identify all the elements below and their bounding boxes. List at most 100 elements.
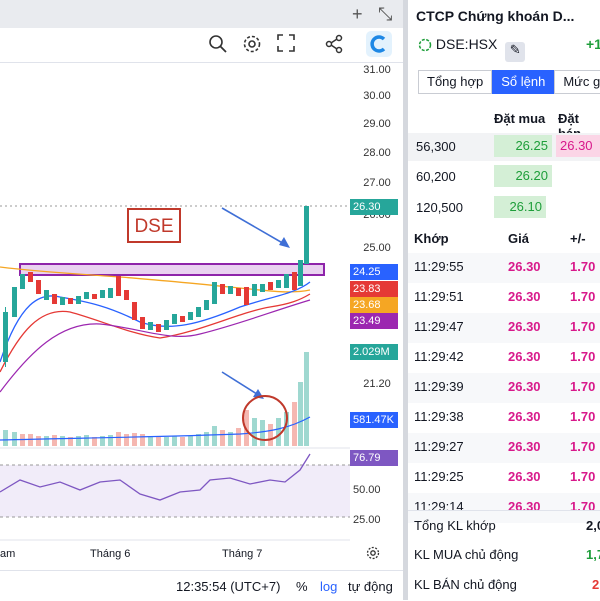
bid-price: 26.25 bbox=[494, 135, 552, 157]
settings-icon[interactable] bbox=[366, 546, 380, 565]
ma-blue bbox=[0, 281, 311, 363]
summary-value: 1,7 bbox=[586, 547, 600, 562]
summary-row: KL BÁN chủ động 2 bbox=[408, 570, 600, 600]
summary-value: 2,0 bbox=[586, 518, 600, 533]
price-tag: 23.68 bbox=[350, 297, 398, 313]
trade-change: 1.70 bbox=[570, 319, 596, 334]
trade-time: 11:29:39 bbox=[414, 379, 464, 394]
trade-row: 11:29:27 26.30 1.70 bbox=[408, 433, 600, 463]
details-panel: CTCP Chứng khoán D... DSE:HSX ✎ +1 Tổng … bbox=[408, 0, 600, 600]
zoom-icon[interactable] bbox=[208, 34, 228, 59]
price-chart bbox=[0, 205, 350, 541]
chart-area[interactable]: 31.00 30.00 29.00 28.00 27.00 26.00 25.0… bbox=[0, 62, 403, 600]
orderbook-row: 56,300 26.25 26.30 bbox=[408, 133, 600, 161]
trade-row: 11:29:51 26.30 1.70 bbox=[408, 283, 600, 313]
price-tag: 23.83 bbox=[350, 281, 398, 297]
trade-row: 11:29:39 26.30 1.70 bbox=[408, 373, 600, 403]
price-col-header: Giá bbox=[508, 231, 529, 246]
summary-value: 2 bbox=[592, 577, 600, 592]
trade-price: 26.30 bbox=[508, 379, 541, 394]
trade-time: 11:29:47 bbox=[414, 319, 464, 334]
last-price-tag: 26.30 bbox=[350, 199, 398, 215]
trade-time: 11:29:55 bbox=[414, 259, 464, 274]
rsi-tick: 50.00 bbox=[353, 484, 381, 496]
status-icon bbox=[418, 38, 432, 55]
trade-price: 26.30 bbox=[508, 259, 541, 274]
bid-volume: 120,500 bbox=[416, 200, 463, 215]
expand-icon[interactable]: ⤡ bbox=[378, 4, 393, 24]
log-toggle[interactable]: log bbox=[320, 579, 338, 594]
symbol-annotation: DSE bbox=[127, 208, 181, 243]
price-tick: 28.00 bbox=[363, 147, 391, 159]
price-tick: 31.00 bbox=[363, 64, 391, 76]
trade-row: 11:29:25 26.30 1.70 bbox=[408, 463, 600, 493]
summary-label: KL BÁN chủ động bbox=[414, 577, 517, 592]
symbol-row: DSE:HSX ✎ +1 bbox=[418, 36, 600, 62]
fullscreen-icon[interactable] bbox=[277, 34, 295, 57]
trade-row: 11:29:42 26.30 1.70 bbox=[408, 343, 600, 373]
ma-purple bbox=[0, 299, 311, 393]
orderbook-row: 120,500 26.10 bbox=[408, 194, 600, 222]
time-label: Tháng 7 bbox=[222, 548, 263, 560]
trade-time: 11:29:42 bbox=[414, 349, 464, 364]
trade-price: 26.30 bbox=[508, 469, 541, 484]
bid-header: Đặt mua bbox=[494, 111, 546, 126]
c-logo-icon[interactable] bbox=[366, 31, 392, 62]
orderbook-row: 60,200 26.20 bbox=[408, 163, 600, 191]
summary-row: Tổng KL khớp 2,0 bbox=[408, 510, 600, 541]
chart-toolbar bbox=[0, 28, 403, 63]
panel-divider[interactable] bbox=[403, 0, 408, 600]
bid-price: 26.20 bbox=[494, 165, 552, 187]
change-value: +1 bbox=[586, 36, 600, 52]
trade-change: 1.70 bbox=[570, 409, 596, 424]
chart-bottom-bar: 12:35:54 (UTC+7) % log tự động bbox=[0, 570, 403, 601]
trade-change: 1.70 bbox=[570, 469, 596, 484]
time-label: Tháng 6 bbox=[90, 548, 131, 560]
summary-label: KL MUA chủ động bbox=[414, 547, 519, 562]
trade-change: 1.70 bbox=[570, 349, 596, 364]
trade-time: 11:29:25 bbox=[414, 469, 464, 484]
tab-summary[interactable]: Tổng hợp bbox=[418, 70, 493, 94]
bid-volume: 60,200 bbox=[416, 169, 456, 184]
tab-strip: + ⤡ bbox=[0, 0, 403, 28]
rsi-tick: 25.00 bbox=[353, 514, 381, 526]
trade-change: 1.70 bbox=[570, 379, 596, 394]
change-col-header: +/- bbox=[570, 231, 586, 246]
bid-price: 26.10 bbox=[494, 196, 546, 218]
add-tab-button[interactable]: + bbox=[352, 4, 363, 24]
trade-price: 26.30 bbox=[508, 409, 541, 424]
price-tick: 27.00 bbox=[363, 177, 391, 189]
trade-price: 26.30 bbox=[508, 349, 541, 364]
price-tick: 21.20 bbox=[363, 378, 391, 390]
gear-icon[interactable] bbox=[242, 34, 262, 59]
volume-tag: 2.029M bbox=[350, 344, 398, 360]
company-name: CTCP Chứng khoán D... bbox=[416, 8, 575, 24]
trade-price: 26.30 bbox=[508, 319, 541, 334]
ma-red bbox=[0, 293, 311, 373]
trade-price: 26.30 bbox=[508, 439, 541, 454]
trade-row: 11:29:47 26.30 1.70 bbox=[408, 313, 600, 343]
share-icon[interactable] bbox=[324, 34, 344, 59]
time-label: am bbox=[0, 548, 16, 560]
clock-label: 12:35:54 (UTC+7) bbox=[176, 579, 281, 594]
trade-change: 1.70 bbox=[570, 289, 596, 304]
trade-time: 11:29:38 bbox=[414, 409, 464, 424]
rsi-tag: 76.79 bbox=[350, 450, 398, 466]
bid-volume: 56,300 bbox=[416, 139, 456, 154]
trade-change: 1.70 bbox=[570, 259, 596, 274]
trade-time: 11:29:27 bbox=[414, 439, 464, 454]
summary-row: KL MUA chủ động 1,7 bbox=[408, 540, 600, 570]
tab-price-levels[interactable]: Mức giá bbox=[554, 70, 600, 94]
tab-orderbook[interactable]: Sổ lệnh bbox=[492, 70, 555, 94]
auto-toggle[interactable]: tự động bbox=[348, 579, 393, 594]
price-tick: 25.00 bbox=[363, 242, 391, 254]
candles bbox=[3, 206, 309, 367]
trade-time: 11:29:51 bbox=[414, 289, 464, 304]
time-col-header: Khớp bbox=[414, 231, 449, 246]
price-tick: 29.00 bbox=[363, 118, 391, 130]
percent-toggle[interactable]: % bbox=[296, 579, 308, 594]
edit-icon[interactable]: ✎ bbox=[505, 42, 526, 62]
volume-bars bbox=[3, 352, 309, 446]
price-tick: 30.00 bbox=[363, 90, 391, 102]
panel-tabs: Tổng hợp Sổ lệnh Mức giá bbox=[418, 70, 600, 94]
